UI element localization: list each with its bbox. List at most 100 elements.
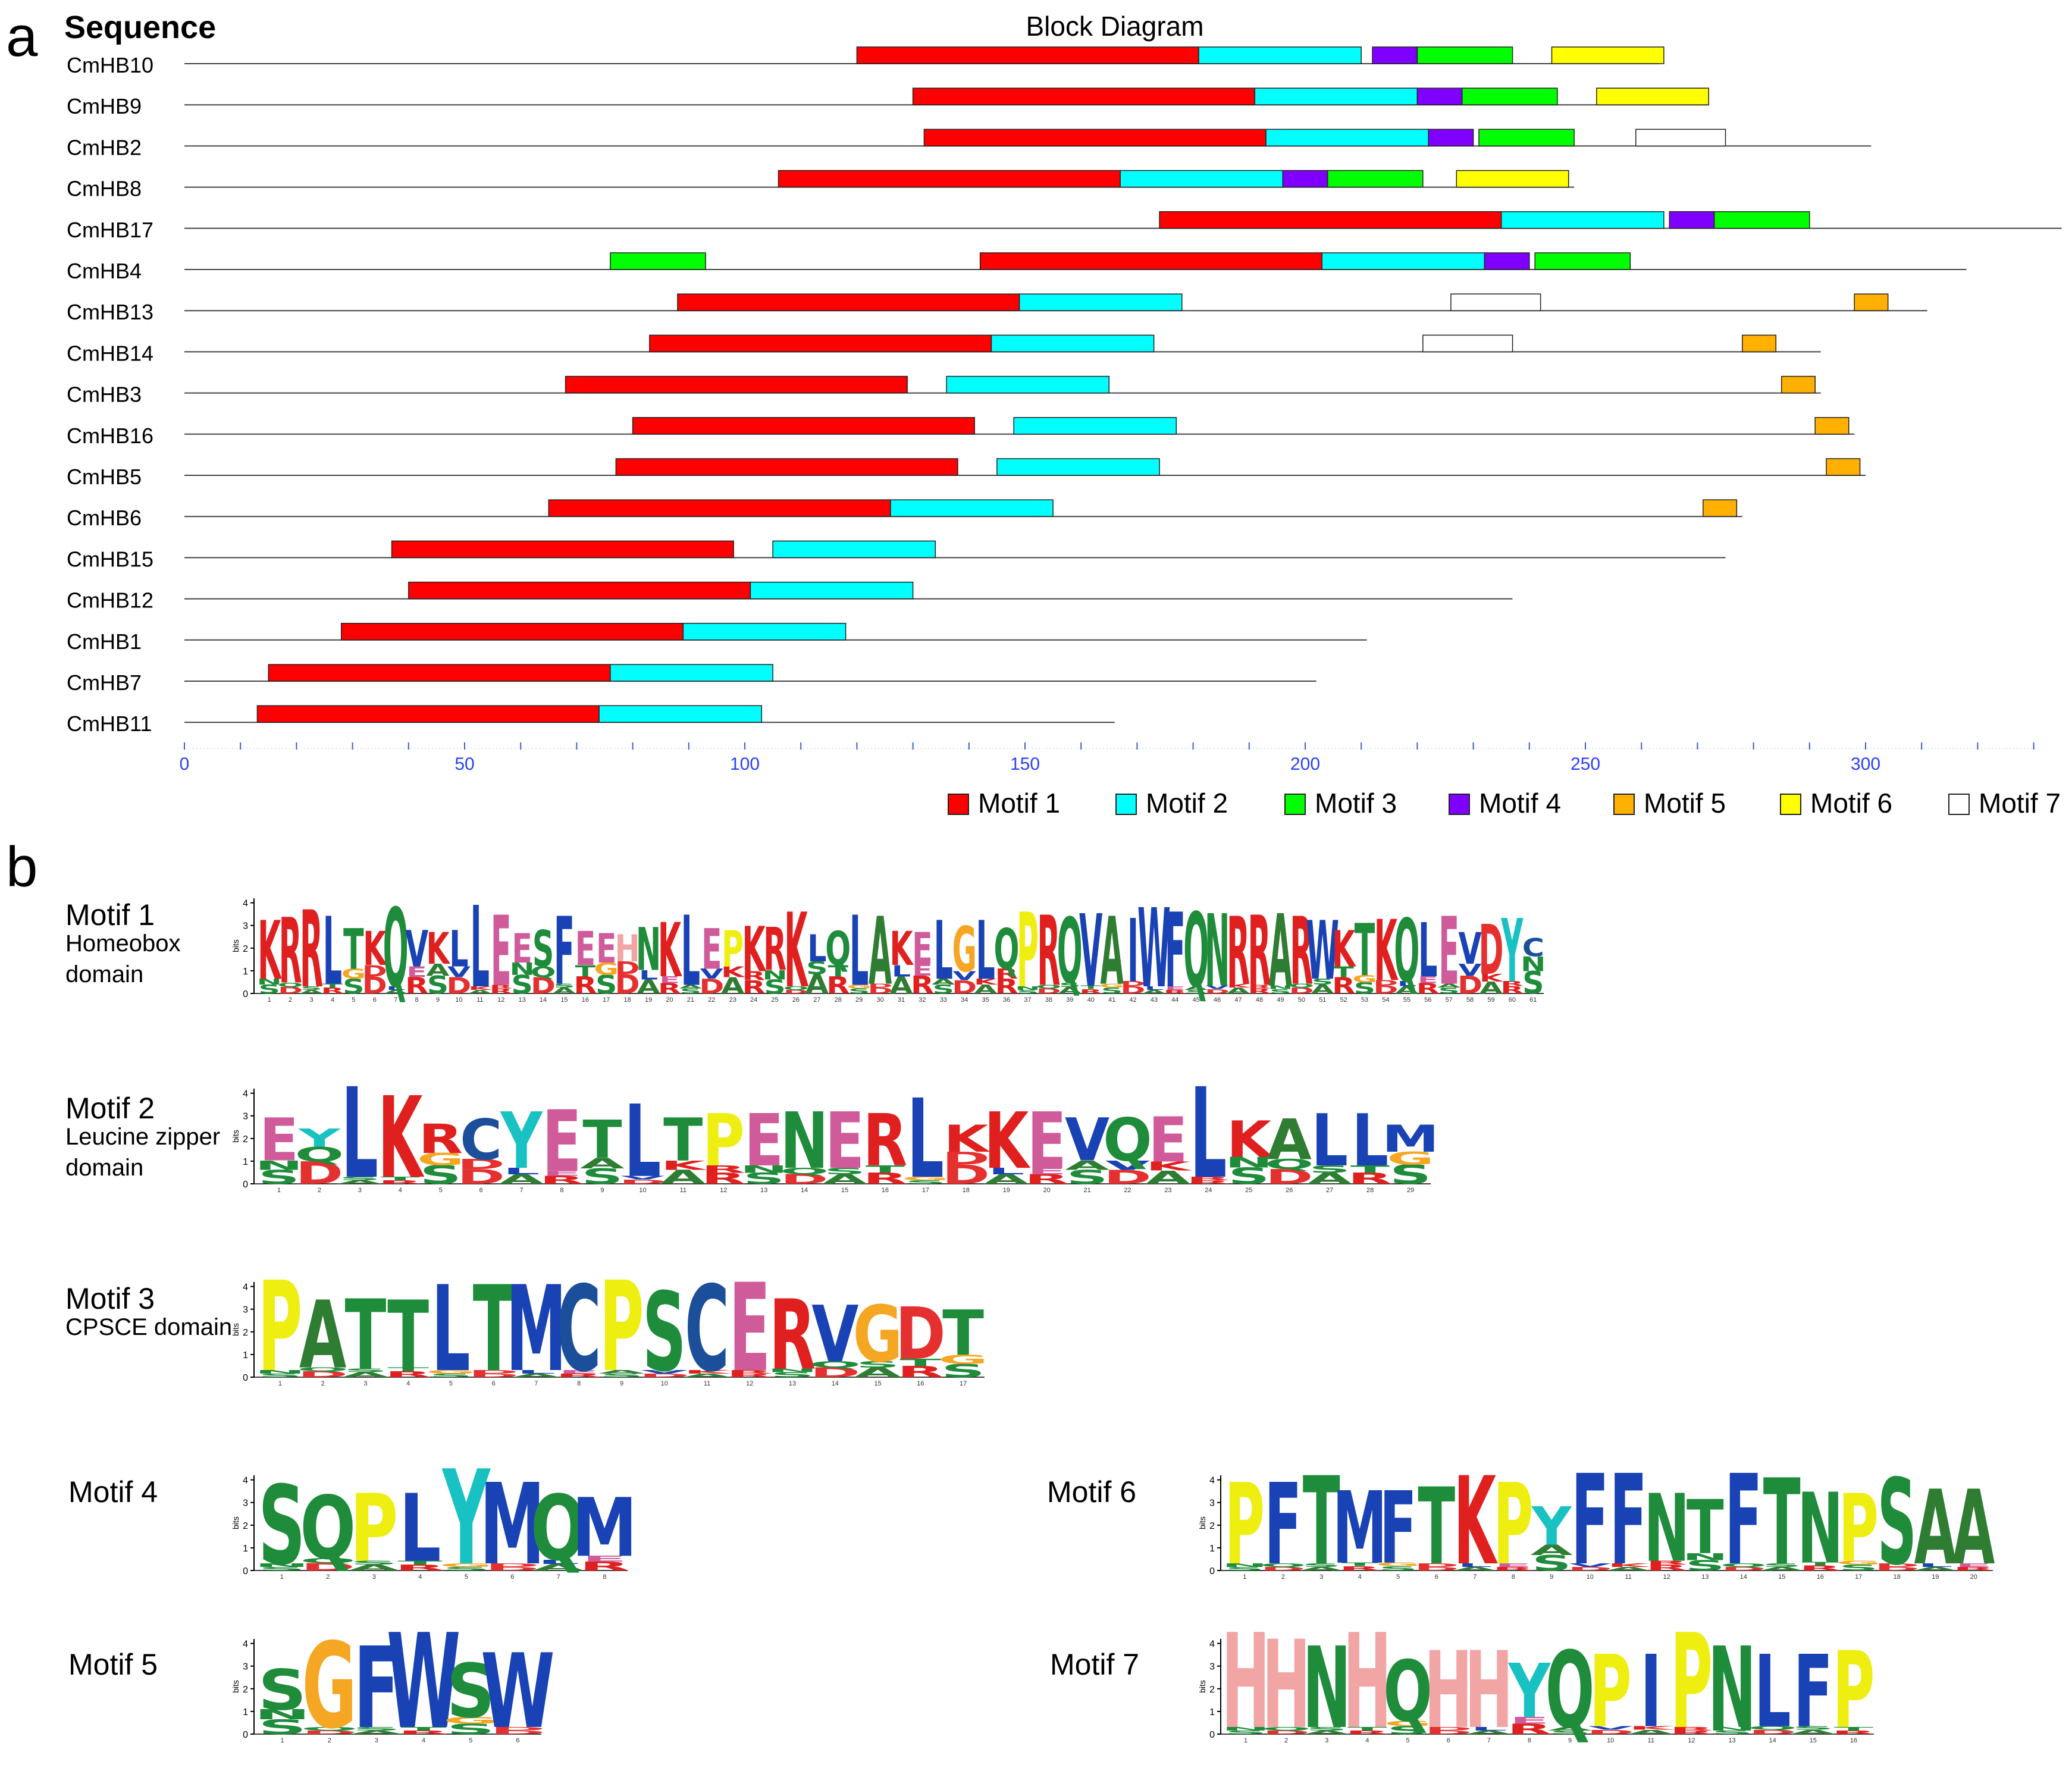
logo-letter: S: [429, 1372, 473, 1378]
logo-y-tick-label: 4: [243, 1089, 248, 1099]
logo-position-label: 12: [720, 1187, 727, 1194]
logo-position-label: 25: [1245, 1187, 1252, 1194]
logo-letter: A: [1914, 1468, 1957, 1588]
logo-letter: P: [1017, 891, 1039, 1011]
sequence-row: CmHB3: [67, 375, 1821, 407]
logo-letter: K: [684, 1369, 733, 1375]
logo-letter: L: [624, 1084, 661, 1200]
logo-letter: P: [599, 1255, 644, 1400]
logo-position-label: 27: [813, 996, 820, 1004]
logo-y-axis: 0 1 2 3 4 bits: [1198, 1475, 1221, 1576]
sequence-name: CmHB17: [67, 218, 153, 242]
logo-letter: E: [1027, 1167, 1067, 1177]
logo-letter: T: [663, 1106, 703, 1175]
logo-letter: S: [447, 1648, 495, 1735]
legend-item: Motif 1: [948, 788, 1060, 819]
logo-letter: R: [540, 1174, 584, 1187]
logo-letter: S: [258, 1658, 306, 1723]
logo-letter: N: [509, 959, 534, 979]
logo-letter: R: [1952, 1566, 1995, 1572]
sequence-name: CmHB2: [67, 135, 142, 159]
logo-y-tick-label: 4: [1209, 1476, 1215, 1486]
logo-letter: E: [744, 1099, 783, 1183]
logo-position-label: 16: [917, 1380, 924, 1387]
logo-y-axis: 0 1 2 3 4 bits: [1198, 1639, 1221, 1740]
logo-letter: K: [1607, 1562, 1652, 1568]
motif-2-block: [610, 664, 773, 682]
logo-position-label: 53: [1361, 996, 1368, 1004]
logo-letter: G: [853, 1289, 903, 1380]
axis-tick-label: 150: [1010, 754, 1040, 774]
logo-letter: S: [1306, 1726, 1347, 1732]
logo-letter: D: [1424, 1726, 1472, 1732]
logo-position-label: 48: [1256, 996, 1263, 1004]
motif-subtitle: domain: [65, 1155, 143, 1181]
logo-position-label: 12: [497, 996, 504, 1004]
logo-letter: S: [941, 1361, 985, 1382]
logo-letter: A: [1547, 1726, 1593, 1732]
motif-7-block: [1422, 334, 1513, 353]
logo-position-label: 45: [1193, 996, 1200, 1004]
logo-letter: C: [1522, 933, 1544, 963]
sequence-name: CmHB10: [67, 53, 153, 77]
motif-logo-block: Motif 701234bitsSNH1DQH2ASN3RTH4SGQ5DDH6…: [1050, 1606, 1876, 1758]
logo-letter: R: [1492, 1566, 1534, 1572]
logo-letter: K: [1227, 983, 1252, 989]
logo-letter: Y: [1501, 901, 1524, 1002]
logo-letter: E: [542, 1169, 581, 1177]
logo-letter: S: [258, 1566, 306, 1572]
logo-position-label: 16: [1817, 1573, 1824, 1581]
logo-position-label: 59: [1487, 996, 1494, 1004]
motif-4-block: [1282, 170, 1328, 188]
motif-1-block: [256, 705, 600, 723]
sequence-name: CmHB8: [67, 177, 142, 201]
logo-letter: E: [659, 974, 680, 986]
logo-column: SNC 61: [1521, 933, 1546, 1004]
logo-column: REY 8: [1507, 1648, 1551, 1744]
sequence-name: CmHB16: [67, 424, 153, 448]
logo-position-label: 4: [399, 1187, 402, 1194]
logo-letter: L: [517, 1369, 556, 1375]
logo-letter: Q: [1748, 1725, 1797, 1731]
logo-y-tick-label: 4: [243, 1640, 248, 1650]
logo-letter: V: [641, 1369, 688, 1375]
logo-column: REE 32: [911, 924, 934, 1004]
logo-letter: A: [1791, 1729, 1836, 1736]
logo-letter: S: [532, 921, 554, 979]
logo-letter: N: [1644, 1475, 1689, 1584]
motif-subtitle: Homeobox: [65, 930, 180, 957]
logo-y-tick-label: 3: [243, 1305, 248, 1315]
logo-letter: D: [942, 1148, 990, 1169]
logo-letter: T: [1341, 1562, 1378, 1568]
logo-position-label: 9: [600, 1187, 604, 1194]
sequence-name: CmHB14: [67, 341, 153, 365]
logo-letter: L: [323, 898, 342, 1007]
logo-letter: H: [1262, 1615, 1310, 1756]
motif-6-block: [1551, 46, 1665, 64]
logo-letter: D: [278, 985, 303, 996]
logo-position-label: 30: [876, 996, 883, 1004]
sequence-name: CmHB13: [67, 300, 153, 324]
logo-letter: T: [1801, 1561, 1839, 1567]
logo-letter: S: [300, 985, 322, 991]
logo-letter: V: [447, 964, 471, 981]
logo-letter: A: [1479, 979, 1503, 998]
logo-letter: N: [1221, 1726, 1269, 1732]
logo-column: SAV 21: [1065, 1106, 1110, 1194]
sequence-name: CmHB15: [67, 547, 153, 571]
motif-logos: Motif 1Homeoboxdomain01234bitsSNK1DQR2AS…: [65, 883, 1995, 1758]
logo-position-label: 22: [1124, 1187, 1131, 1194]
logo-position-label: 20: [666, 996, 673, 1004]
logo-position-label: 7: [557, 1573, 560, 1581]
